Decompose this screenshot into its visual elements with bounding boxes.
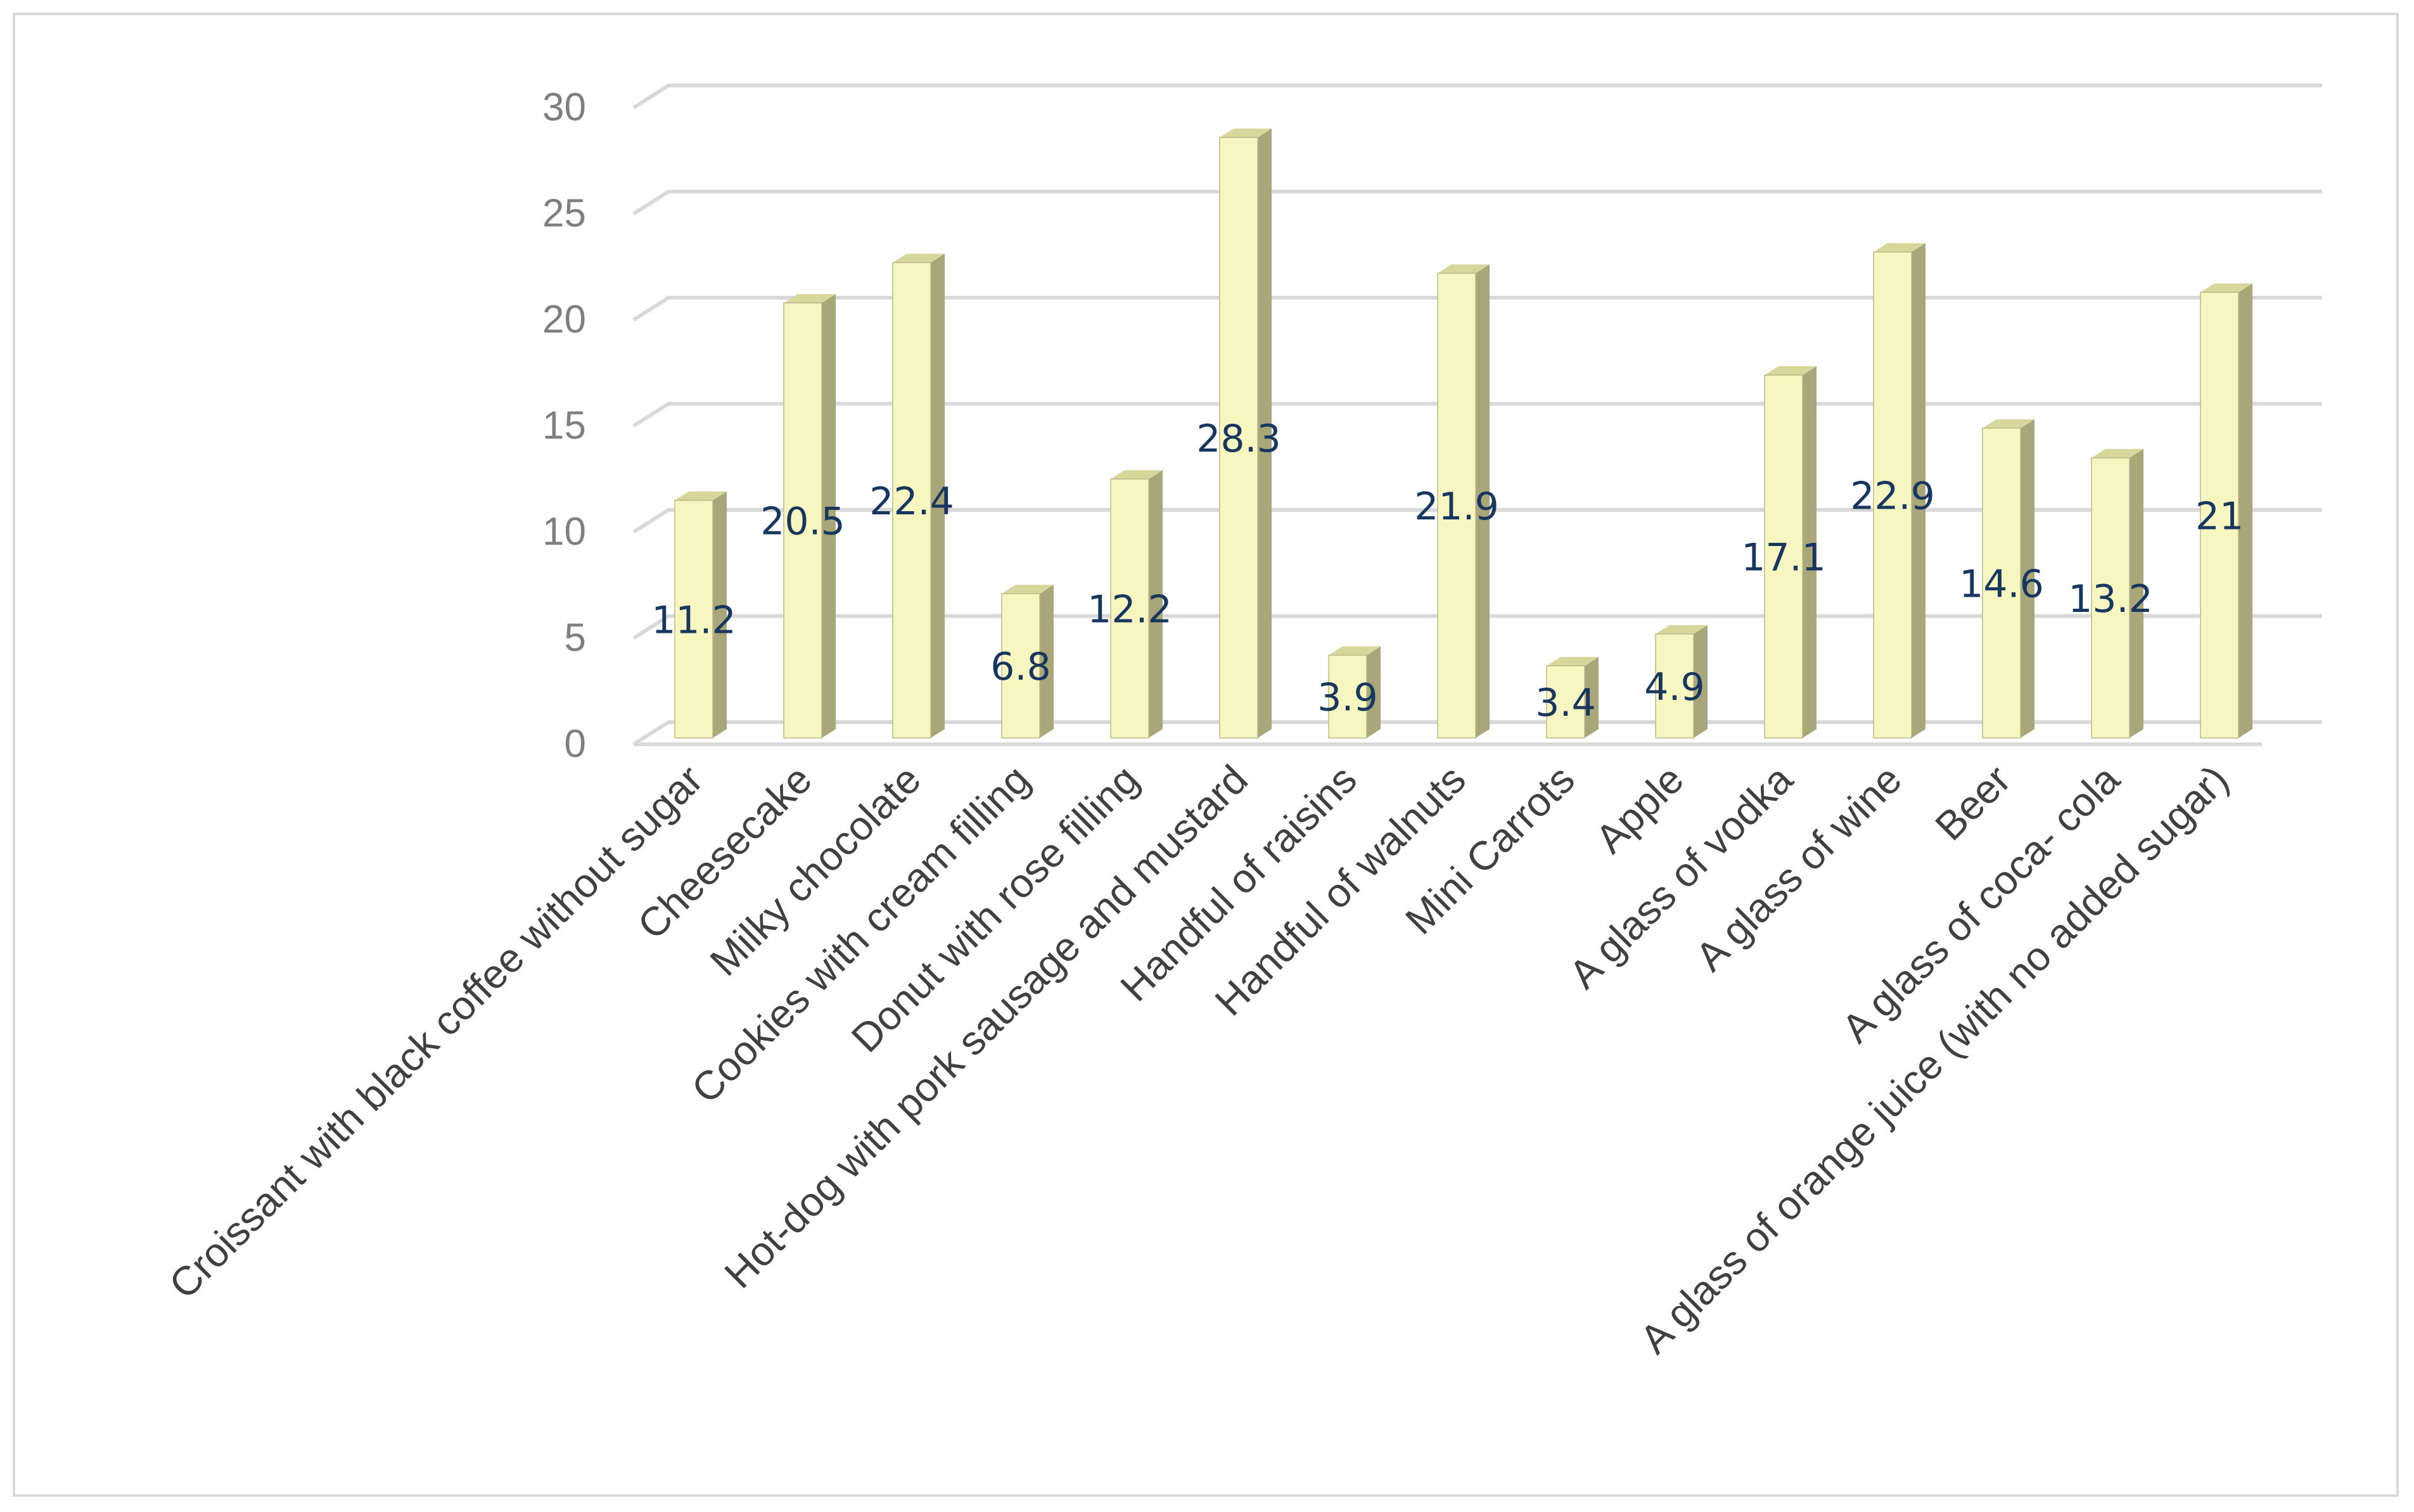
bar-front: [1873, 251, 1912, 739]
bar-top: [1547, 657, 1599, 666]
bar: [783, 294, 836, 739]
bar-side: [822, 294, 836, 738]
y-axis-ticks: 0 5 10 15 20 25 30: [542, 86, 586, 766]
x-category-label: Apple: [1587, 756, 1692, 862]
bar-front: [1982, 428, 2021, 739]
bar: [892, 253, 945, 739]
bar-front: [1655, 633, 1694, 739]
y-tick-label: 30: [542, 86, 586, 129]
bar-top: [893, 253, 945, 263]
bar-front: [1219, 137, 1258, 739]
bar-top: [1983, 419, 2034, 428]
bar-front: [2200, 291, 2239, 739]
data-label: 28.3: [1196, 417, 1281, 461]
y-tick-label: 25: [542, 192, 586, 236]
bar-front: [783, 302, 822, 739]
bar: [674, 491, 727, 739]
bar-top: [1874, 243, 1925, 252]
bar-front: [1437, 272, 1476, 739]
data-labels: 11.2 20.5 22.4 6.8 12.2 28.3 3.9 21.9 3.4 4.9 17.1…: [651, 417, 2244, 725]
bar-side: [1476, 264, 1490, 739]
bar-front: [892, 262, 931, 739]
data-label: 14.6: [1959, 562, 2044, 606]
gridline: [632, 296, 2322, 322]
bar-top: [784, 294, 836, 303]
bar-side: [1912, 243, 1925, 739]
bar: [1219, 128, 1272, 739]
bar-side: [931, 253, 945, 739]
bar: [1764, 366, 1817, 739]
data-label: 3.9: [1317, 676, 1377, 720]
bar-top: [1656, 625, 1708, 634]
y-tick-label: 10: [542, 510, 586, 554]
data-label: 12.2: [1087, 588, 1172, 632]
bar-side: [2238, 283, 2252, 738]
y-tick-label: 0: [565, 722, 586, 766]
bar-side: [2130, 448, 2143, 738]
data-label: 21.9: [1414, 485, 1499, 529]
bar-front: [1546, 665, 1585, 739]
data-label: 17.1: [1741, 536, 1826, 580]
bar: [1437, 264, 1490, 739]
bar-side: [713, 491, 727, 738]
data-label: 4.9: [1644, 665, 1704, 709]
bar-front: [1764, 374, 1803, 739]
data-label: 22.9: [1850, 474, 1935, 518]
bar: [1982, 419, 2034, 739]
gridline: [632, 84, 2322, 110]
data-label: 3.4: [1535, 681, 1595, 725]
bar: [1110, 470, 1163, 739]
bar-front: [1001, 593, 1040, 739]
bar: [1873, 243, 1925, 739]
data-label: 20.5: [760, 500, 845, 544]
bar-top: [2091, 448, 2143, 458]
bar-front: [2091, 457, 2130, 739]
bar-side: [1585, 657, 1599, 738]
bar-side: [1803, 366, 1817, 738]
bar-side: [2021, 419, 2034, 738]
bar-front: [1328, 654, 1367, 739]
y-tick-label: 15: [542, 404, 586, 448]
bar: [1328, 646, 1381, 739]
x-category-label: Croissant with black coffee without suga…: [160, 756, 712, 1307]
bar-top: [675, 491, 727, 500]
bar: [1001, 585, 1054, 739]
bar-side: [1258, 128, 1272, 738]
bar: [1546, 657, 1599, 739]
bar-front: [674, 500, 713, 739]
data-label: 11.2: [651, 598, 736, 642]
bar-side: [1149, 470, 1163, 738]
bar-top: [1220, 128, 1272, 137]
bar-side: [1694, 625, 1708, 738]
bar-top: [1438, 264, 1490, 274]
data-label: 22.4: [869, 480, 954, 524]
x-category-label: Beer: [1926, 756, 2019, 849]
chart-frame: [13, 13, 2399, 1497]
bar-top: [1111, 470, 1163, 480]
bars: [674, 128, 2252, 739]
bar-front: [1110, 478, 1149, 739]
data-label: 21: [2195, 494, 2244, 538]
bar-side: [1367, 646, 1381, 738]
category-labels: Croissant with black coffee without suga…: [160, 756, 2237, 1363]
bar-side: [1040, 585, 1054, 738]
bar: [2091, 448, 2143, 739]
gridline: [632, 189, 2322, 216]
y-tick-label: 20: [542, 298, 586, 341]
bar: [2200, 283, 2252, 739]
data-label: 6.8: [990, 645, 1051, 689]
data-label: 13.2: [2068, 577, 2153, 621]
bar: [1655, 625, 1708, 739]
bar-top: [1765, 366, 1817, 376]
bar-top: [2200, 283, 2252, 293]
bar-top: [1329, 646, 1381, 656]
y-tick-label: 5: [565, 616, 586, 660]
bar-top: [1002, 585, 1054, 594]
